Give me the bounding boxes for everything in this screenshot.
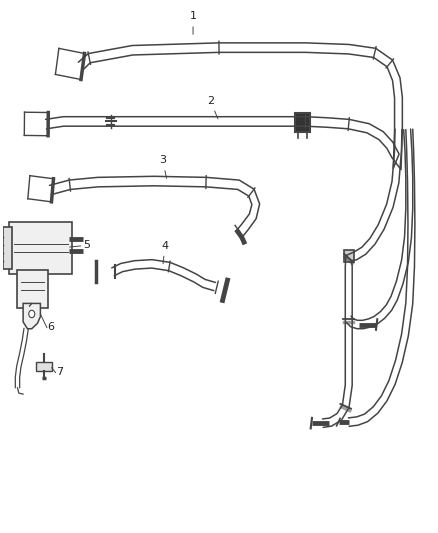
Text: 3: 3	[159, 155, 166, 179]
Text: 6: 6	[47, 322, 54, 332]
Text: 1: 1	[190, 11, 197, 34]
FancyBboxPatch shape	[36, 362, 52, 371]
Text: 2: 2	[207, 95, 218, 119]
Text: 7: 7	[56, 367, 63, 377]
FancyBboxPatch shape	[18, 270, 48, 308]
Text: 4: 4	[161, 241, 169, 264]
FancyBboxPatch shape	[9, 222, 72, 274]
Bar	[343, 249, 354, 262]
FancyBboxPatch shape	[295, 113, 310, 132]
Circle shape	[29, 310, 35, 318]
Text: 5: 5	[83, 240, 90, 250]
Polygon shape	[23, 303, 40, 329]
FancyBboxPatch shape	[3, 227, 12, 269]
